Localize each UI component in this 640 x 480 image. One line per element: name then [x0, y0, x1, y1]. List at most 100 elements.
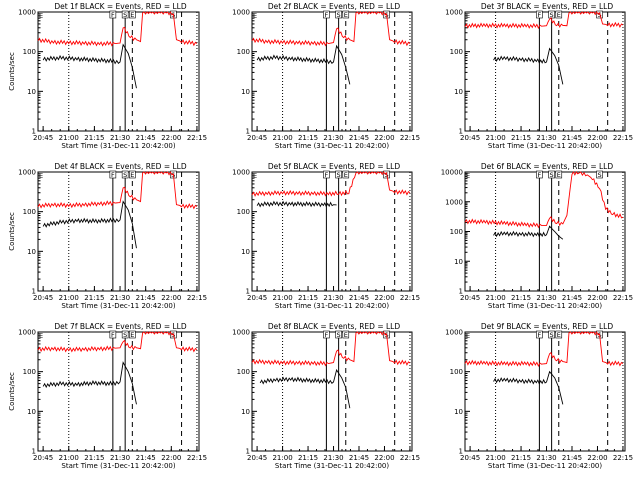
x-tick-label: 21:45: [136, 134, 156, 142]
y-tick-label: 10: [454, 408, 463, 416]
x-tick-label: 21:15: [511, 134, 531, 142]
panel-2: Det 2f BLACK = Events, RED = LLD 1 10 100 10…: [232, 2, 420, 150]
x-axis-label: Start Time (31-Dec-11 20:42:00): [275, 462, 389, 470]
y-tick-label: 1: [32, 448, 36, 456]
corner-flag: E: [253, 172, 257, 180]
y-tick-label: 100: [237, 48, 250, 56]
series-line-events: [42, 200, 137, 249]
y-tick-label: 100: [450, 228, 463, 236]
x-tick-label: 21:00: [59, 454, 79, 462]
x-tick-label: 21:15: [84, 294, 104, 302]
flag-box: [596, 170, 603, 179]
flag-label: S: [550, 331, 554, 339]
flag-box: [548, 330, 555, 339]
series-line-events: [259, 368, 351, 409]
y-tick-label: 1: [246, 288, 250, 296]
x-tick-label: 22:00: [374, 134, 394, 142]
y-tick-label: 10: [241, 248, 250, 256]
flag-box: [555, 10, 563, 19]
y-tick-label: 1: [32, 288, 36, 296]
x-tick-label: 21:30: [536, 454, 556, 462]
flag-label: E: [557, 171, 561, 179]
series-line-lld: [464, 11, 624, 30]
series-line-lld: [37, 331, 198, 353]
x-tick-label: 20:45: [33, 294, 53, 302]
panel-title: Det 8f BLACK = Events, RED = LLD: [268, 322, 401, 331]
x-tick-label: 22:15: [400, 454, 420, 462]
y-tick-label: 10: [454, 88, 463, 96]
series-line-events: [256, 200, 337, 208]
panel-title: Det 6f BLACK = Events, RED = LLD: [481, 162, 614, 171]
x-tick-label: 21:00: [59, 294, 79, 302]
corner-flag: E: [466, 172, 470, 180]
x-tick-label: 21:00: [272, 294, 292, 302]
flag-label: E: [344, 171, 348, 179]
series-line-lld: [251, 11, 411, 47]
x-tick-label: 21:45: [562, 134, 582, 142]
y-tick-label: 1000: [232, 9, 250, 17]
y-tick-label: 100: [23, 48, 36, 56]
x-axis-label: Start Time (31-Dec-11 20:42:00): [488, 462, 602, 470]
x-tick-label: 22:00: [161, 454, 181, 462]
plot-frame: [37, 171, 200, 292]
flag-label: F: [538, 331, 542, 339]
x-tick-label: 22:15: [613, 454, 633, 462]
x-tick-label: 22:00: [374, 454, 394, 462]
corner-flag: E: [39, 332, 43, 340]
x-tick-label: 21:15: [298, 134, 318, 142]
y-tick-label: 1000: [445, 198, 463, 206]
flag-label: E: [130, 331, 134, 339]
panel-title: Det 5f BLACK = Events, RED = LLD: [268, 162, 401, 171]
series-line-lld: [251, 171, 411, 197]
flag-label: F: [325, 331, 329, 339]
series-line-events: [256, 44, 351, 85]
plot-frame: [251, 171, 413, 292]
y-axis-label: Counts/sec: [8, 212, 16, 251]
x-tick-label: 21:15: [84, 134, 104, 142]
flag-label: F: [111, 331, 115, 339]
x-tick-label: 21:30: [110, 294, 130, 302]
flag-box: [548, 170, 555, 179]
x-tick-label: 22:15: [187, 134, 207, 142]
y-tick-label: 10: [27, 408, 36, 416]
x-axis-label: Start Time (31-Dec-11 20:42:00): [488, 302, 602, 310]
flag-box: [536, 10, 543, 19]
flag-label: S: [123, 11, 127, 19]
x-tick-label: 21:00: [272, 134, 292, 142]
x-axis-label: Start Time (31-Dec-11 20:42:00): [488, 142, 602, 150]
flag-label: S: [337, 331, 341, 339]
series-line-events: [493, 225, 564, 240]
x-tick-label: 21:45: [349, 134, 369, 142]
y-tick-label: 1000: [18, 9, 36, 17]
x-tick-label: 22:15: [613, 134, 633, 142]
y-tick-label: 100: [23, 368, 36, 376]
x-tick-label: 21:00: [485, 454, 505, 462]
x-tick-label: 21:15: [298, 454, 318, 462]
flag-label: E: [130, 171, 134, 179]
x-tick-label: 22:15: [613, 294, 633, 302]
x-axis-label: Start Time (31-Dec-11 20:42:00): [61, 302, 175, 310]
plot-frame: [251, 11, 413, 132]
x-tick-label: 21:00: [485, 294, 505, 302]
flag-box: [342, 330, 350, 339]
flag-label: S: [550, 11, 554, 19]
x-tick-label: 21:00: [272, 454, 292, 462]
x-tick-label: 22:00: [374, 294, 394, 302]
x-tick-label: 21:45: [136, 294, 156, 302]
x-tick-label: 22:00: [587, 454, 607, 462]
x-tick-label: 21:30: [536, 294, 556, 302]
x-tick-label: 20:45: [247, 294, 267, 302]
x-axis-label: Start Time (31-Dec-11 20:42:00): [275, 302, 389, 310]
series-line-lld: [464, 171, 624, 229]
panel-title: Det 3f BLACK = Events, RED = LLD: [481, 2, 614, 11]
x-tick-label: 21:30: [536, 134, 556, 142]
flag-label: E: [557, 331, 561, 339]
y-tick-label: 1: [246, 128, 250, 136]
flag-box: [323, 10, 330, 19]
flag-box: [536, 170, 543, 179]
corner-flag: E: [466, 12, 470, 20]
y-tick-label: 100: [450, 368, 463, 376]
panel-9: Det 9f BLACK = Events, RED = LLD 1 10 100 10…: [445, 322, 633, 470]
y-tick-label: 10: [241, 408, 250, 416]
